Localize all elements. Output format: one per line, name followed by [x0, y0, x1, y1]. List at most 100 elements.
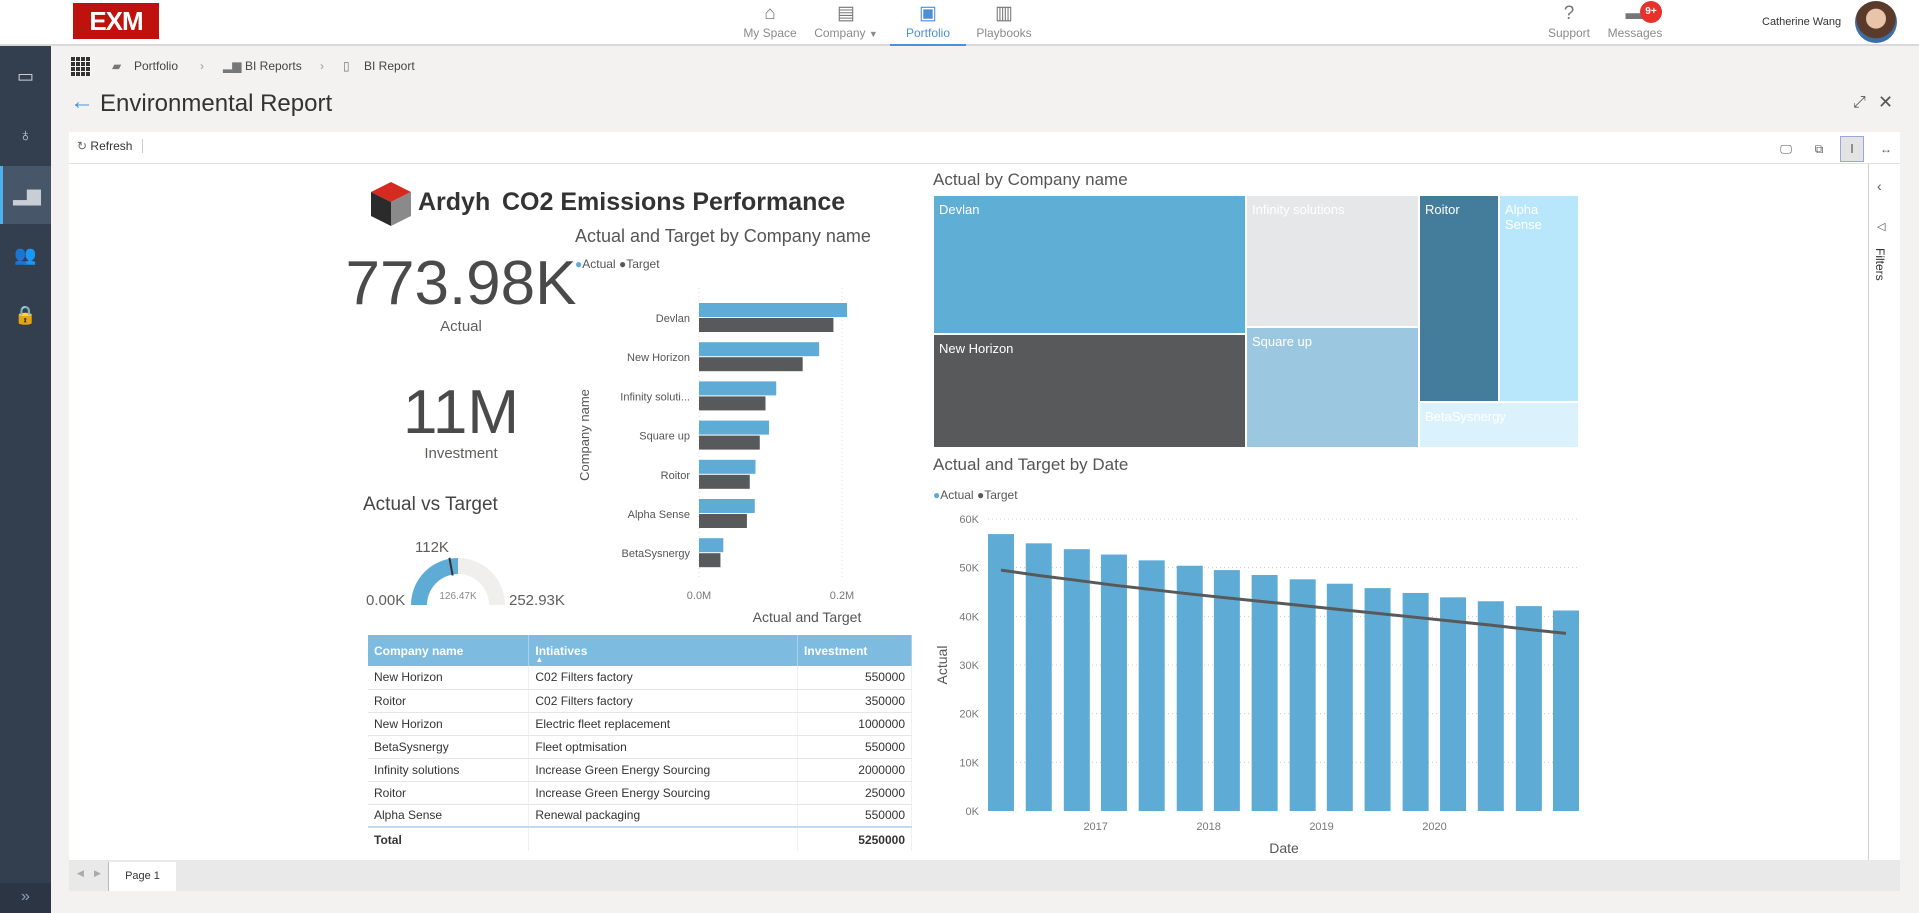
x-tick-label: 2019	[1309, 821, 1333, 833]
company-icon: ▤	[837, 3, 855, 24]
expand-sidebar-button[interactable]: »	[0, 883, 51, 913]
bar-target	[699, 435, 760, 450]
desktop-view-icon[interactable]: 🖵	[1780, 142, 1792, 156]
y-tick-label: 10K	[959, 757, 979, 769]
treemap-tile[interactable]: BetaSysnergy	[1419, 402, 1579, 448]
back-arrow-icon[interactable]: ←	[70, 88, 94, 115]
cell-investment: 2000000	[797, 758, 912, 782]
table-row[interactable]: New Horizon C02 Filters factory 550000	[368, 666, 912, 690]
nav-playbooks[interactable]: ▥ Playbooks	[966, 0, 1042, 46]
y-axis-title: Actual	[934, 646, 950, 685]
table-row[interactable]: Roitor C02 Filters factory 350000	[368, 689, 912, 713]
bar-actual	[1176, 565, 1203, 811]
treemap-tile[interactable]: New Horizon	[933, 334, 1246, 448]
portfolio-icon: ▣	[919, 3, 937, 24]
apps-grid-icon[interactable]	[71, 56, 91, 76]
expand-icon[interactable]: ⤢	[1853, 94, 1866, 111]
gauge-target-marker	[448, 557, 454, 576]
bar-actual	[699, 459, 756, 474]
document-icon: ▯	[343, 59, 350, 73]
messages-button[interactable]: ▬ Messages	[1604, 0, 1666, 46]
nav-my-space[interactable]: ⌂ My Space	[732, 0, 808, 46]
bar-chart-icon: ▂▆	[13, 184, 41, 205]
col-company-name[interactable]: Company name	[368, 635, 530, 666]
filters-pane[interactable]: ‹ ◁ Filters	[1868, 164, 1900, 860]
table-row[interactable]: New Horizon Electric fleet replacement 100…	[368, 712, 912, 736]
chevron-left-icon[interactable]: ‹	[1877, 178, 1882, 194]
gauge-target-label: 112K	[415, 539, 449, 556]
total-empty	[528, 826, 799, 851]
category-label: Devlan	[656, 313, 690, 325]
treemap-tile[interactable]: Square up	[1246, 327, 1419, 448]
sidebar-item-dashboard[interactable]: ▭	[0, 47, 51, 105]
sidebar-item-users[interactable]: 👥	[0, 226, 51, 284]
legend-target[interactable]: ●Target	[618, 257, 660, 271]
category-label: Roitor	[661, 470, 691, 482]
table-row[interactable]: Roitor Increase Green Energy Sourcing 2500…	[368, 781, 912, 805]
filters-label[interactable]: Filters	[1873, 248, 1887, 281]
cell-company: BetaSysnergy	[368, 735, 530, 759]
table-total-row: Total 5250000	[368, 826, 912, 851]
bar-target	[699, 553, 721, 568]
caret-down-icon[interactable]: ▼	[868, 29, 878, 39]
category-label: New Horizon	[627, 352, 690, 364]
nav-company[interactable]: ▤ Company ▼	[808, 0, 884, 46]
refresh-button[interactable]: ↻ Refresh	[77, 139, 144, 153]
fit-height-icon[interactable]: Ⅰ	[1840, 136, 1864, 162]
ardyh-logo	[371, 182, 411, 226]
treemap-tile[interactable]: Alpha Sense	[1499, 195, 1579, 402]
avatar[interactable]	[1855, 1, 1897, 43]
table-row[interactable]: BetaSysnergy Fleet optmisation 550000	[368, 735, 912, 759]
sidebar-item-security[interactable]: 🔒	[0, 286, 51, 344]
category-label: Square up	[639, 431, 690, 443]
breadcrumb-bi-reports[interactable]: BI Reports	[245, 59, 302, 73]
user-name[interactable]: Catherine Wang	[1762, 16, 1842, 28]
legend-actual[interactable]: ●Actual	[933, 488, 974, 502]
breadcrumb-portfolio[interactable]: Portfolio	[134, 59, 179, 73]
page-title: Environmental Report	[100, 90, 333, 117]
cell-investment: 550000	[797, 666, 912, 690]
chevron-right-icon: ›	[320, 59, 324, 73]
cell-initiative: C02 Filters factory	[528, 666, 799, 690]
legend-target[interactable]: ●Target	[976, 488, 1018, 502]
bar-actual	[1515, 606, 1542, 811]
x-tick-label: 2020	[1422, 821, 1446, 833]
breadcrumb-bi-report: BI Report	[364, 59, 415, 73]
cell-investment: 1000000	[797, 712, 912, 736]
sidebar-item-reports[interactable]: ▂▆	[0, 166, 51, 224]
treemap-tile[interactable]: Roitor	[1419, 195, 1499, 402]
investment-table: Company name Intiatives ▲ Investment New …	[368, 635, 912, 851]
cell-investment: 550000	[797, 735, 912, 759]
bar-actual	[699, 499, 755, 513]
treemap-tile[interactable]: Devlan	[933, 195, 1246, 334]
support-button[interactable]: ? Support	[1540, 0, 1598, 46]
exm-logo[interactable]: EXM	[73, 3, 159, 39]
cell-investment: 350000	[797, 689, 912, 713]
prev-page-icon[interactable]: ◀	[77, 868, 84, 878]
x-tick-label: 2017	[1083, 821, 1107, 833]
x-axis-title: Date	[1269, 840, 1299, 856]
legend-actual[interactable]: ●Actual	[575, 257, 616, 271]
line-target	[1000, 568, 1567, 635]
gauge-min-label: 0.00K	[366, 592, 406, 609]
bar-target	[699, 514, 747, 528]
tab-page-1[interactable]: Page 1	[108, 862, 176, 891]
lock-icon: 🔒	[14, 304, 37, 325]
nav-portfolio[interactable]: ▣ Portfolio	[890, 0, 966, 46]
fit-page-icon[interactable]: ⧉	[1814, 142, 1824, 156]
cell-company: New Horizon	[368, 712, 530, 736]
date-chart-legend: ●Actual ●Target	[933, 488, 1018, 502]
col-initiatives[interactable]: Intiatives ▲	[528, 635, 799, 666]
question-icon: ?	[1563, 3, 1575, 24]
col-investment[interactable]: Investment	[797, 635, 912, 666]
cell-initiative: Increase Green Energy Sourcing	[528, 781, 799, 805]
close-icon[interactable]: ✕	[1878, 92, 1894, 112]
treemap-tile[interactable]: Infinity solutions	[1246, 195, 1419, 327]
chat-icon: ▬	[1625, 3, 1645, 24]
treemap-title: Actual by Company name	[933, 170, 1128, 189]
fit-width-icon[interactable]: ↔	[1880, 142, 1892, 156]
sidebar-item-funds[interactable]: ♁	[0, 106, 51, 164]
table-row[interactable]: Infinity solutions Increase Green Energy …	[368, 758, 912, 782]
next-page-icon[interactable]: ▶	[94, 868, 101, 878]
double-chevron-right-icon: »	[21, 888, 30, 905]
